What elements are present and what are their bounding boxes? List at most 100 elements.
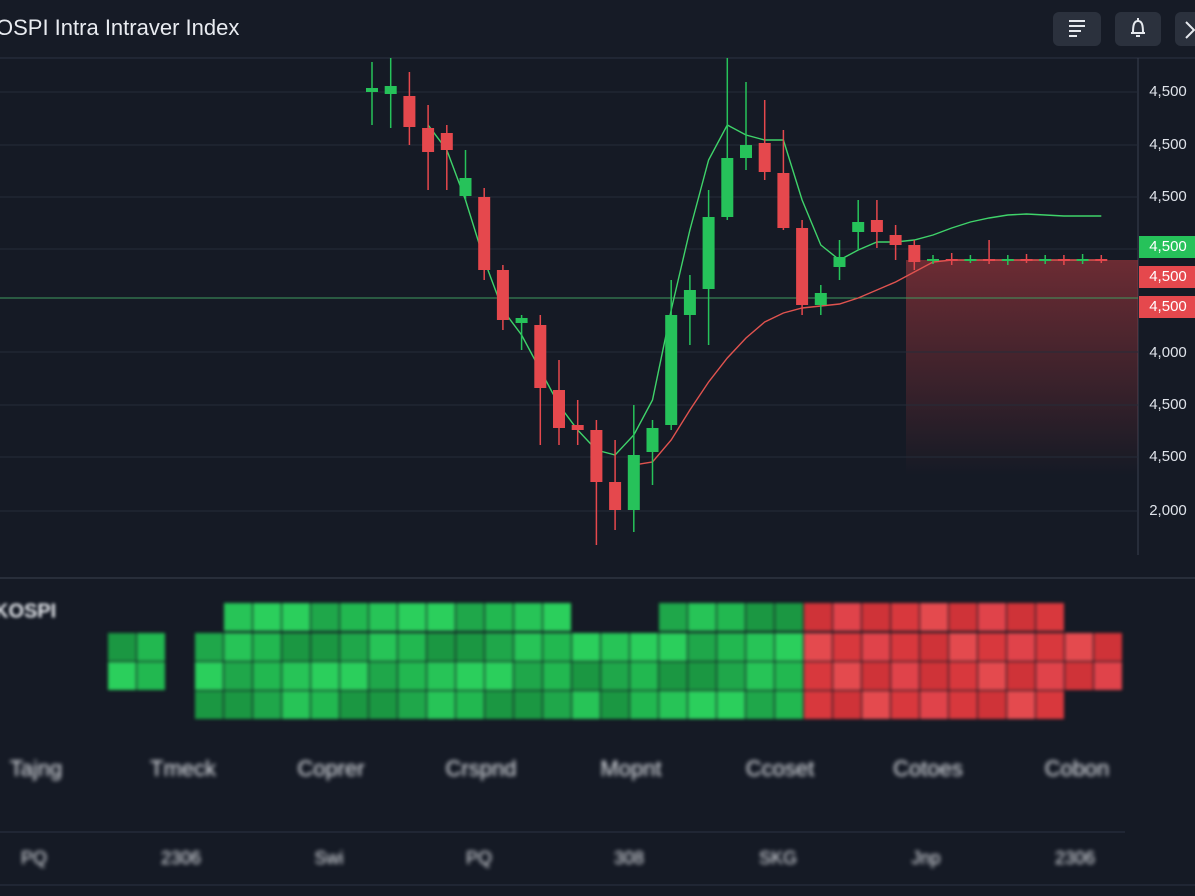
heat-cell <box>311 691 339 719</box>
footer-label: Tajng <box>10 756 63 781</box>
y-axis-label: 4,500 <box>1149 448 1187 465</box>
heat-cell <box>978 633 1006 661</box>
heat-cell <box>775 691 803 719</box>
candle-body <box>646 428 659 452</box>
heat-cell <box>398 633 426 661</box>
menu-icon <box>1069 20 1085 37</box>
heat-cell <box>543 633 571 661</box>
heat-cell <box>398 603 426 631</box>
heat-cell <box>630 691 658 719</box>
heat-cell <box>369 691 397 719</box>
button-bg[interactable] <box>1175 12 1195 46</box>
candle-body <box>534 325 547 388</box>
heat-cell <box>543 662 571 690</box>
heat-cell <box>717 603 745 631</box>
heat-cell <box>514 603 542 631</box>
footer-label: Tmeck <box>150 756 217 781</box>
heat-cell <box>746 691 774 719</box>
heat-cell <box>282 603 310 631</box>
heat-cell <box>920 691 948 719</box>
heat-cell <box>601 662 629 690</box>
heat-cell <box>253 691 281 719</box>
heat-cell <box>949 633 977 661</box>
heat-cell <box>340 633 368 661</box>
heat-cell <box>485 691 513 719</box>
heat-cell <box>949 691 977 719</box>
heat-cell <box>775 633 803 661</box>
candle-body <box>590 430 603 482</box>
candle-body <box>758 143 771 172</box>
button-bg[interactable] <box>1115 12 1161 46</box>
toolbar-button[interactable] <box>1175 12 1195 46</box>
candle-body <box>496 270 509 320</box>
heat-cell <box>456 691 484 719</box>
candle-body <box>796 228 809 305</box>
heat-cell <box>282 691 310 719</box>
heat-cell <box>253 603 281 631</box>
heat-cell <box>543 691 571 719</box>
candle-body <box>478 197 491 270</box>
heat-cell <box>920 603 948 631</box>
candle-body <box>927 259 939 261</box>
heat-cell <box>833 603 861 631</box>
heat-cell <box>311 662 339 690</box>
y-axis-label: 4,500 <box>1149 188 1187 205</box>
heat-cell <box>108 662 136 690</box>
candle-body <box>403 96 416 127</box>
close-icon <box>1185 21 1195 39</box>
price-tag <box>1139 296 1195 318</box>
heat-cell <box>195 691 223 719</box>
heat-cell <box>1007 662 1035 690</box>
candle-body <box>1095 259 1108 261</box>
heat-cell <box>456 662 484 690</box>
heat-cell <box>1094 662 1122 690</box>
candle-body <box>1039 259 1052 261</box>
footer-sublabel: 2306 <box>1055 848 1095 868</box>
candle-body <box>1076 259 1089 261</box>
heatmap <box>108 603 1122 719</box>
heat-cell <box>427 691 455 719</box>
heat-cell <box>340 691 368 719</box>
heat-cell <box>717 633 745 661</box>
heat-cell <box>108 633 136 661</box>
heat-cell <box>543 603 571 631</box>
shaded-zone <box>906 260 1138 475</box>
heat-cell <box>659 691 687 719</box>
heat-cell <box>949 662 977 690</box>
heat-cell <box>427 603 455 631</box>
heat-cell <box>717 691 745 719</box>
heat-cell <box>688 662 716 690</box>
heat-cell <box>804 633 832 661</box>
footer-label: Ccoset <box>746 756 814 781</box>
heat-cell <box>833 691 861 719</box>
button-bg[interactable] <box>1053 12 1101 46</box>
heat-cell <box>427 662 455 690</box>
candle-body <box>1020 259 1033 261</box>
heat-cell <box>485 662 513 690</box>
footer-sublabel: 2306 <box>161 848 201 868</box>
heat-cell <box>514 691 542 719</box>
heat-cell <box>804 603 832 631</box>
heat-cell <box>775 662 803 690</box>
candle-body <box>459 178 472 196</box>
heat-cell <box>514 662 542 690</box>
heat-cell <box>601 633 629 661</box>
header-bar <box>0 0 1195 58</box>
heat-cell <box>688 633 716 661</box>
price-tag-label: 4,500 <box>1149 268 1187 285</box>
heat-cell <box>775 603 803 631</box>
candle-body <box>553 390 565 428</box>
heat-cell <box>804 691 832 719</box>
y-axis-label: 4,500 <box>1149 83 1187 100</box>
heat-cell <box>630 633 658 661</box>
toolbar-button[interactable] <box>1053 12 1101 46</box>
heat-cell <box>862 603 890 631</box>
heat-cell <box>891 633 919 661</box>
heat-cell <box>340 603 368 631</box>
candle-body <box>384 86 397 94</box>
candle-body <box>983 259 996 261</box>
heat-cell <box>137 633 165 661</box>
header-title: OSPI Intra Intraver Index <box>0 15 239 40</box>
heat-cell <box>485 603 513 631</box>
toolbar-button[interactable] <box>1115 12 1161 46</box>
